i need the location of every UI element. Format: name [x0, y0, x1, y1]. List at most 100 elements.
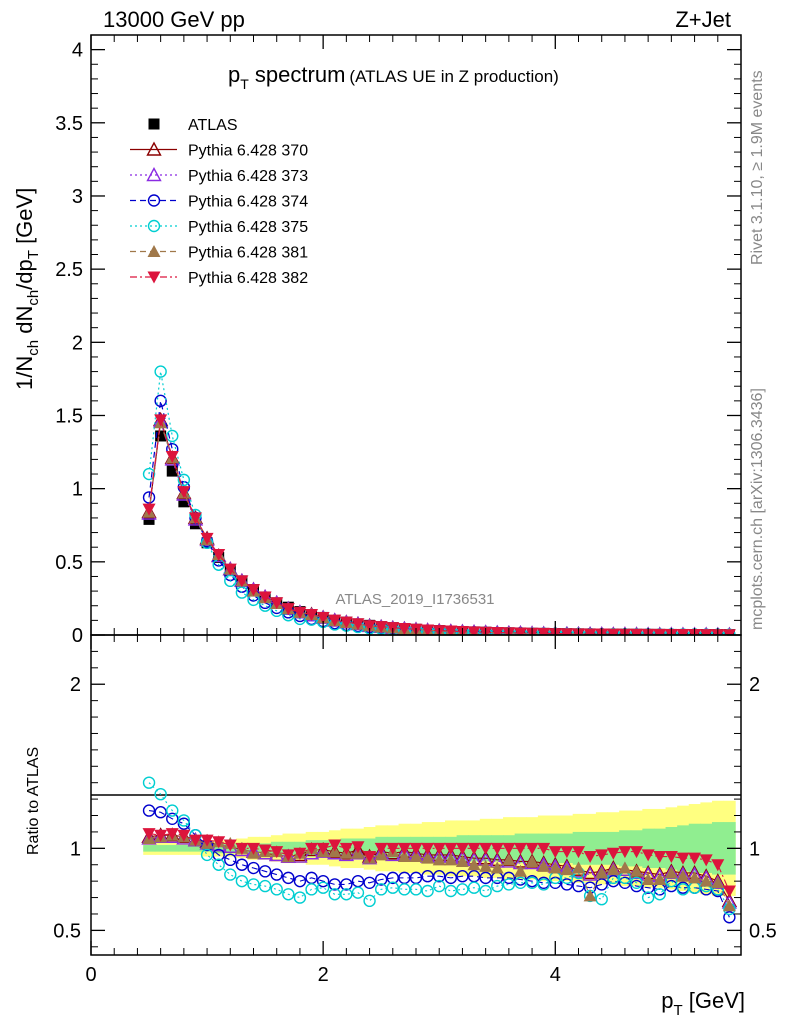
data-point	[316, 611, 330, 624]
ratio-point	[142, 776, 156, 789]
ratio-point	[676, 883, 690, 896]
ratio-point	[432, 842, 446, 855]
ratio-point	[444, 853, 458, 866]
ratio-point	[618, 846, 632, 859]
ratio-point	[374, 873, 388, 886]
chart-title: pT spectrum (ATLAS UE in Z production)	[228, 62, 559, 92]
main-ytick-label: 3.5	[55, 113, 83, 135]
ratio-point	[618, 861, 632, 874]
legend-marker	[147, 219, 161, 233]
ratio-point	[432, 853, 446, 866]
ratio-point	[293, 891, 307, 904]
ratio-point	[548, 846, 562, 859]
data-point	[142, 467, 156, 481]
legend-marker	[147, 271, 161, 284]
ratio-point	[212, 836, 226, 849]
data-point	[142, 491, 156, 504]
data-point	[583, 628, 597, 635]
main-ytick-label: 2.5	[55, 259, 83, 281]
ratio-point	[397, 842, 411, 855]
ratio-point	[537, 842, 551, 855]
x-tick-label: 0	[85, 964, 96, 986]
ratio-point	[467, 858, 481, 871]
ratio-point	[142, 828, 156, 841]
ratio-point	[560, 846, 574, 859]
ratio-point	[316, 874, 330, 888]
data-point	[188, 512, 202, 525]
ratio-series-3	[142, 776, 736, 916]
ratio-point	[513, 842, 527, 855]
ratio-line	[148, 834, 730, 907]
ratio-point	[281, 849, 295, 862]
main-ylabel: 1/Nch dNch/dpT [GeV]	[12, 188, 42, 390]
data-point	[351, 618, 365, 631]
series-0	[143, 430, 735, 635]
ratio-point	[641, 891, 655, 904]
ratio-ytick-label-right: 2	[749, 674, 760, 696]
ratio-point	[491, 879, 504, 893]
ratio-line	[148, 782, 730, 910]
ratio-point	[177, 814, 191, 827]
ratio-point	[328, 839, 342, 852]
ratio-point	[711, 876, 725, 889]
data-point	[155, 430, 167, 442]
main-ytick-label: 0	[72, 625, 83, 647]
ratio-point	[316, 842, 330, 855]
title-note: (ATLAS UE in Z production)	[349, 67, 558, 86]
ratio-point	[258, 865, 272, 878]
data-point	[177, 473, 191, 487]
ratio-panel: 0.5 0.5 1 1 2 2 0 2 4 Ratio to ATLAS pT [GeV]	[25, 634, 777, 1019]
ratio-point	[582, 866, 598, 881]
data-point	[200, 532, 214, 545]
x-tick-label: 4	[550, 964, 561, 986]
ratio-point	[513, 864, 527, 877]
ratio-point	[525, 842, 539, 855]
ratio-point	[467, 881, 481, 894]
ratio-point	[479, 842, 493, 855]
ratio-point	[525, 854, 539, 867]
legend-marker	[148, 118, 160, 130]
ratio-point	[723, 911, 736, 924]
ratio-point	[200, 848, 214, 862]
main-ytick-label: 3	[72, 186, 83, 208]
ratio-point	[270, 883, 283, 896]
ratio-point	[363, 894, 376, 908]
main-ytick-label: 0.5	[55, 552, 83, 574]
band-stat	[166, 845, 179, 852]
data-point	[444, 625, 458, 635]
ratio-point	[537, 878, 550, 891]
ratio-point	[722, 885, 736, 898]
band-stat	[595, 831, 609, 865]
ratio-point	[421, 842, 435, 855]
ratio-point	[537, 859, 551, 872]
ratio-point	[363, 876, 376, 889]
ratio-point	[479, 884, 492, 898]
data-point	[178, 496, 190, 508]
ratio-point	[490, 842, 504, 855]
ratio-point	[305, 883, 318, 896]
legend-label: Pythia 6.428 382	[188, 270, 308, 287]
ratio-point	[502, 878, 516, 891]
ratio-point	[270, 868, 283, 881]
ratio-point	[583, 851, 597, 864]
ratio-point	[676, 869, 690, 882]
title-main: p	[228, 62, 240, 87]
ratio-point	[607, 874, 620, 888]
data-point	[142, 503, 156, 516]
ratio-point	[676, 852, 690, 865]
ratio-point	[664, 866, 678, 879]
ratio-point	[409, 842, 423, 855]
data-point	[630, 628, 644, 635]
ratio-point	[142, 804, 156, 817]
header-left: 13000 GeV pp	[103, 7, 245, 32]
ratio-point	[166, 812, 179, 825]
ratio-point	[305, 842, 319, 855]
data-point	[305, 609, 319, 622]
ratio-ytick-label: 2	[70, 674, 81, 696]
ratio-point	[200, 834, 214, 847]
band-stat	[688, 823, 701, 873]
data-point	[212, 549, 226, 562]
ratio-point	[433, 879, 446, 893]
legend-marker	[146, 167, 162, 182]
ratio-point	[606, 863, 620, 876]
